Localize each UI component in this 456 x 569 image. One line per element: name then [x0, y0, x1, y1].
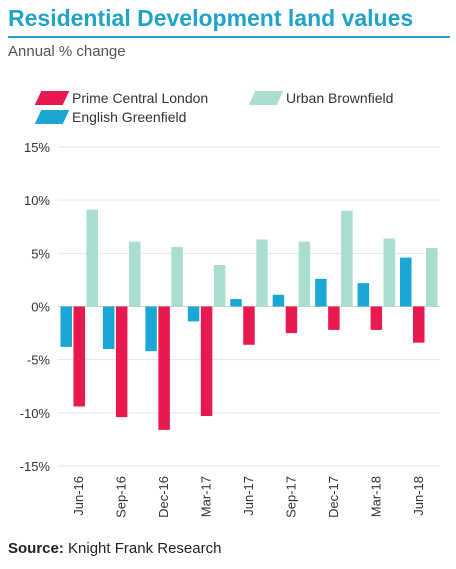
bar	[413, 306, 425, 343]
bar	[298, 241, 311, 307]
y-tick-label: 15%	[24, 140, 50, 155]
x-tick-label: Mar-18	[368, 476, 383, 517]
y-tick-label: -10%	[20, 406, 51, 421]
bar	[86, 209, 98, 307]
x-tick-label: Sep-16	[114, 476, 129, 518]
legend-swatch	[248, 91, 284, 105]
bar	[73, 306, 85, 407]
title-underline	[8, 36, 450, 38]
bar	[256, 239, 268, 307]
bar	[60, 306, 72, 347]
bar	[187, 306, 200, 322]
bar	[383, 238, 396, 307]
x-axis: Jun-16 Sep-16 Dec-16 Mar-17 Jun-17 Sep-17 Dec-…	[71, 476, 426, 518]
y-tick-label: 10%	[24, 193, 50, 208]
bars	[60, 209, 438, 430]
x-tick-label: Mar-17	[199, 476, 214, 517]
x-tick-label: Sep-17	[283, 476, 298, 518]
bar	[230, 299, 242, 307]
y-tick-label: 0%	[31, 300, 50, 315]
y-tick-label: 5%	[31, 246, 50, 261]
legend-label: Prime Central London	[72, 90, 208, 106]
bar	[426, 248, 438, 307]
bar	[200, 306, 213, 417]
bar	[158, 306, 170, 430]
x-tick-label: Dec-16	[156, 476, 171, 518]
bar	[272, 294, 285, 307]
bar	[145, 306, 157, 352]
y-tick-label: -5%	[27, 353, 51, 368]
source-text: Knight Frank Research	[68, 540, 222, 557]
bar	[370, 306, 383, 330]
bar-chart: Prime Central London Urban Brownfield Engl…	[20, 90, 440, 518]
y-axis: -15% -10% -5% 0% 5% 10% 15%	[20, 140, 51, 474]
legend-swatch	[34, 110, 70, 124]
bar	[128, 241, 141, 307]
bar	[102, 306, 115, 350]
chart-title: Residential Development land values	[8, 5, 414, 31]
bar	[341, 210, 353, 307]
bar	[328, 306, 340, 330]
legend-label: English Greenfield	[72, 109, 186, 125]
bar	[285, 306, 298, 334]
bar	[171, 246, 183, 307]
bar	[243, 306, 255, 345]
bar	[357, 283, 370, 307]
source-label: Source:	[8, 540, 64, 557]
x-tick-label: Jun-16	[71, 476, 86, 516]
bar	[400, 257, 412, 307]
x-tick-label: Jun-17	[241, 476, 256, 516]
chart-subtitle: Annual % change	[8, 43, 126, 60]
bar	[213, 265, 226, 307]
y-tick-label: -15%	[20, 459, 51, 474]
bar	[115, 306, 128, 418]
x-tick-label: Jun-18	[411, 476, 426, 516]
legend-label: Urban Brownfield	[286, 90, 393, 106]
legend-swatch	[34, 91, 70, 105]
x-tick-label: Dec-17	[326, 476, 341, 518]
bar	[315, 278, 327, 307]
legend: Prime Central London Urban Brownfield Engl…	[34, 90, 393, 125]
source-note: Source: Knight Frank Research	[8, 540, 221, 557]
